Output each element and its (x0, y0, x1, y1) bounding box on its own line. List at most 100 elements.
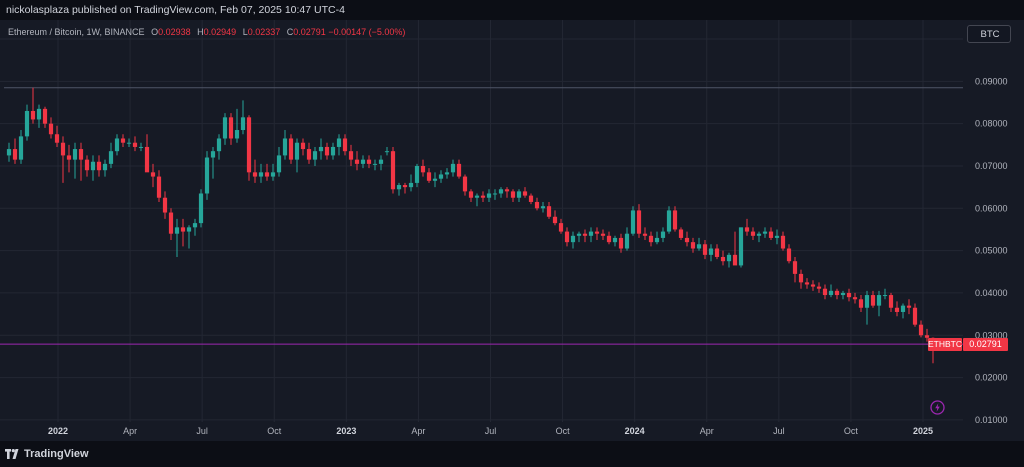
candle-body (108, 151, 114, 164)
candle-body (696, 244, 702, 249)
y-tick-label: 0.07000 (975, 161, 1008, 171)
candle-body (60, 142, 66, 156)
y-tick-label: 0.01000 (975, 415, 1008, 425)
candle-body (606, 235, 612, 243)
candle-body (708, 248, 714, 255)
candle-body (12, 149, 18, 160)
candle-body (564, 231, 570, 243)
candle-body (282, 138, 288, 156)
candle-body (120, 138, 126, 143)
legend-change: −0.00147 (−5.00%) (328, 27, 406, 37)
candle-body (78, 149, 84, 160)
candle-body (906, 305, 912, 308)
candle-body (750, 231, 756, 236)
candle-body (762, 231, 768, 234)
legend-close-label: C (286, 27, 294, 37)
candle-body (336, 138, 342, 147)
y-tick-label: 0.02000 (975, 373, 1008, 383)
candle-body (894, 307, 900, 312)
candle-body (486, 193, 492, 198)
candle-body (690, 242, 696, 249)
candle-body (612, 237, 618, 243)
x-tick-label: Apr (411, 426, 425, 436)
candle-body (744, 227, 750, 232)
candle-body (366, 159, 372, 164)
candle-body (240, 117, 246, 131)
candle-body (618, 237, 624, 249)
candle-body (222, 117, 228, 139)
publisher-text: nickolasplaza published on TradingView.c… (6, 4, 345, 16)
x-tick-label: 2024 (625, 426, 645, 436)
candle-body (216, 138, 222, 152)
candle-body (864, 295, 870, 308)
candle-body (570, 235, 576, 243)
candle-body (522, 191, 528, 196)
candle-body (426, 172, 432, 181)
candle-body (102, 163, 108, 171)
candle-body (804, 282, 810, 285)
candle-body (432, 178, 438, 181)
candle-body (900, 305, 906, 312)
candle-body (480, 195, 486, 198)
candle-body (438, 174, 444, 179)
candle-body (534, 201, 540, 209)
candle-body (738, 227, 744, 266)
candle-body (576, 233, 582, 236)
candle-body (492, 193, 498, 195)
legend-open-label: O (151, 27, 159, 37)
candle-body (384, 151, 390, 153)
candle-body (624, 233, 630, 249)
candle-body (372, 163, 378, 165)
candle-body (642, 233, 648, 236)
candle-body (510, 191, 516, 198)
x-tick-label: Oct (844, 426, 859, 436)
candle-body (210, 151, 216, 158)
currency-scale-button[interactable]: BTC (967, 25, 1011, 43)
candle-body (144, 146, 150, 173)
candle-body (456, 163, 462, 177)
candle-body (378, 159, 384, 164)
candle-body (498, 189, 504, 194)
candle-body (18, 136, 24, 160)
candle-body (192, 223, 198, 228)
legend-low-label: L (242, 27, 248, 37)
x-tick-label: 2022 (48, 426, 68, 436)
candle-body (924, 335, 930, 338)
candle-body (180, 227, 186, 232)
candle-body (324, 146, 330, 156)
candle-body (822, 288, 828, 296)
x-tick-label: Jul (196, 426, 208, 436)
tradingview-logo-icon[interactable] (5, 447, 21, 461)
candle-body (234, 130, 240, 139)
candle-body (66, 155, 72, 160)
candle-body (834, 290, 840, 296)
candle-body (132, 142, 138, 147)
candle-body (150, 172, 156, 177)
chart-area[interactable]: 0.100000.090000.080000.070000.060000.050… (0, 20, 1024, 441)
flash-icon[interactable] (930, 400, 945, 415)
candle-body (666, 210, 672, 232)
legend-high-value: 0.02949 (203, 27, 237, 37)
legend-open-value: 0.02938 (158, 27, 191, 37)
candle-body (720, 256, 726, 262)
candle-body (312, 151, 318, 160)
candle-body (360, 159, 366, 164)
tradingview-brand[interactable]: TradingView (24, 448, 89, 460)
candle-body (396, 185, 402, 190)
candle-body (420, 165, 426, 173)
candle-body (474, 195, 480, 198)
publisher-bar: nickolasplaza published on TradingView.c… (0, 0, 1024, 20)
candle-body (72, 149, 78, 160)
price-chart[interactable]: 0.100000.090000.080000.070000.060000.050… (0, 20, 1024, 441)
candle-body (258, 172, 264, 177)
candle-body (48, 123, 54, 135)
footer-bar: TradingView (0, 441, 1024, 467)
y-tick-label: 0.03000 (975, 330, 1008, 340)
x-tick-label: Oct (267, 426, 282, 436)
candle-body (24, 110, 30, 137)
y-tick-label: 0.04000 (975, 288, 1008, 298)
legend-high-label: H (197, 27, 204, 37)
candle-body (252, 172, 258, 177)
candle-body (30, 110, 36, 120)
candle-body (870, 295, 876, 306)
